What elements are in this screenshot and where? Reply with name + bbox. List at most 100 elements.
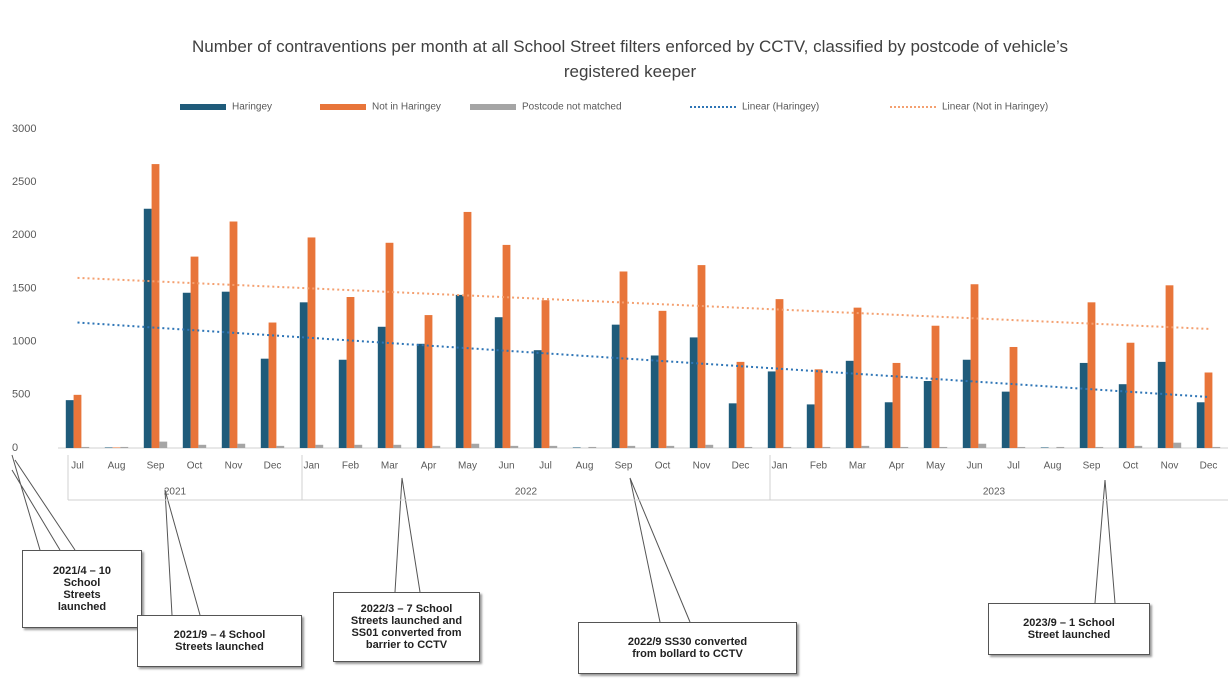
x-tick-label: Oct [1123,461,1139,472]
annotation-line: Streets [63,589,101,601]
x-tick-label: Nov [1161,461,1179,472]
bar [978,443,987,448]
bar [143,208,152,448]
bar [377,326,386,448]
group-label: 2023 [983,487,1006,498]
bar [276,445,285,448]
chart-title: Number of contraventions per month at al… [192,37,1068,81]
bar [502,244,511,448]
annotation: 2021/4 – 10 School Streets launched [22,550,142,628]
bar [104,447,113,448]
bar [268,322,277,448]
trendline [77,276,1209,330]
bar [1173,442,1182,448]
bar [1087,302,1096,448]
bar [1118,384,1127,448]
annotation: 2023/9 – 1 School Street launched [988,603,1150,655]
x-tick-label: Aug [576,461,594,472]
pointer [164,489,201,616]
legend-label: Haringey [232,102,272,113]
bar [1204,372,1213,448]
annotation-line: School [63,577,101,589]
annotation-line: launched [57,601,107,613]
bar [533,350,542,448]
bar [549,445,558,448]
annotation: 2022/3 – 7 School Streets launched and SS0… [333,592,480,662]
bar [923,381,932,448]
x-tick-label: Sep [147,461,165,472]
y-tick-label: 0 [12,442,18,454]
bar [1126,342,1135,448]
x-tick-label: Apr [889,461,905,472]
bar [884,402,893,448]
bar [159,441,168,448]
bar [424,315,433,448]
x-tick-label: Feb [342,461,360,472]
bar [939,446,948,448]
x-tick-label: Dec [732,461,750,472]
bar [611,324,620,448]
bar [1165,285,1174,448]
x-tick-label: Jul [71,461,84,472]
bar [541,300,550,448]
bar [806,404,815,448]
bar [198,444,207,448]
x-tick-label: Jan [771,461,787,472]
bar [416,343,425,448]
bar [346,297,355,448]
x-tick-label: Oct [187,461,203,472]
x-tick-label: Jul [539,461,552,472]
trendline [77,321,1209,398]
pointer [11,454,76,551]
x-tick-label: Mar [849,461,867,472]
x-tick-label: Nov [225,461,243,472]
bar [619,271,628,448]
bar [354,444,363,448]
bar [1009,346,1018,448]
x-tick-label: Nov [693,461,711,472]
group-label: 2022 [515,487,538,498]
bar [432,445,441,448]
bar [65,400,74,448]
x-tick-label: May [458,461,477,472]
bar [182,292,191,448]
x-tick-label: Jun [498,461,514,472]
x-tick-label: Mar [381,461,399,472]
x-tick-label: Aug [1044,461,1062,472]
bar [221,291,230,448]
bar [120,446,129,448]
bar [853,307,862,448]
bar [783,446,792,448]
bar [650,355,659,448]
bar [338,359,347,448]
bar [385,242,394,448]
bar [1017,446,1026,448]
bar [229,221,238,448]
annotation-line: 2021/4 – 10 [52,565,112,577]
bar [260,358,269,448]
callout-pointers [11,454,1116,623]
annotation-line: Streets launched and [350,615,463,627]
pointer [394,477,421,593]
bar [627,445,636,448]
annotation-line: 2023/9 – 1 School [1023,617,1115,629]
annotation-line: barrier to CCTV [365,639,448,651]
bar [822,446,831,448]
annotation-line: SS01 converted from [351,627,462,639]
bar [73,394,82,448]
group-label: 2021 [164,487,187,498]
legend-label: Linear (Not in Haringey) [942,102,1048,113]
bar [494,317,503,448]
annotation: 2021/9 – 4 School Streets launched [137,615,302,667]
x-tick-label: Jan [303,461,319,472]
bar [1212,446,1221,448]
bar [728,403,737,448]
bar [299,302,308,448]
bar [736,361,745,448]
bar [1157,361,1166,448]
legend-swatch [180,104,226,110]
pointer [1094,479,1116,604]
bar [237,443,246,448]
bar [970,284,979,448]
bar [463,211,472,448]
